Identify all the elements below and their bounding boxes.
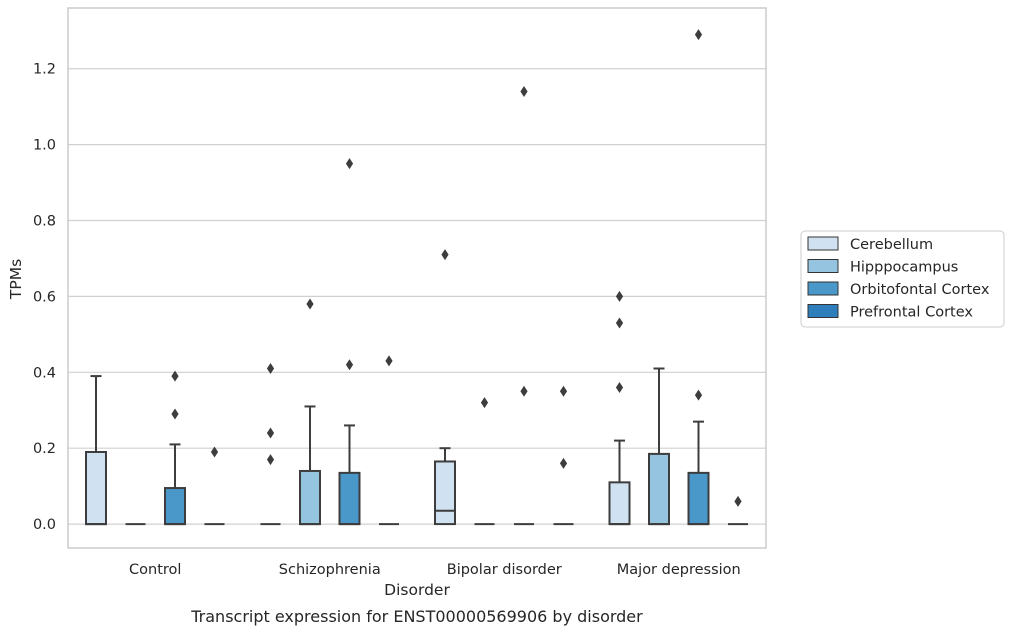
outlier-point [266,363,275,375]
box-group [514,85,534,526]
box-group [728,495,748,526]
outlier-point [615,381,624,393]
box [338,471,361,526]
outlier-point [694,389,703,401]
box-group [687,29,710,526]
outlier-point [266,454,275,466]
outlier-point [480,397,489,409]
outlier-point [171,408,179,420]
box [687,471,710,526]
box-group [204,446,225,526]
legend-swatch [807,236,839,251]
box [164,487,186,526]
outlier-point [266,427,275,439]
legend-frame [800,230,1005,328]
x-tick-label: Bipolar disorder [447,562,562,578]
legend-swatch [807,281,839,296]
outlier-point [306,298,314,310]
y-tick-label: 1.0 [33,138,56,154]
legend-swatch [807,259,839,273]
box [648,452,670,526]
box-group [434,249,456,526]
legend-label: Cerebellum [850,237,933,253]
outlier-point [615,317,624,329]
box [85,450,107,526]
outlier-point [559,457,568,469]
legend: Cerebellum Hipppocampus Orbitofontal Corte… [800,230,1005,328]
box [608,481,631,526]
chart-caption: Transcript expression for ENST0000056990… [190,607,643,626]
x-axis-ticks: Control Schizophrenia Bipolar disorder Majo… [129,562,741,578]
outlier-point [559,385,568,397]
outlier-point [615,290,624,302]
outlier-point [345,359,354,371]
outlier-point [171,370,179,382]
x-tick-label: Schizophrenia [279,562,381,578]
legend-label: Orbitofontal Cortex [850,282,990,298]
y-tick-label: 0.8 [33,214,56,230]
outlier-point [385,355,393,367]
box-group [85,375,107,526]
box [434,460,456,526]
y-tick-label: 0.6 [33,289,56,305]
outlier-point [734,495,742,507]
x-tick-label: Major depression [617,562,741,578]
box-group [608,290,631,526]
box-group [299,298,321,526]
outlier-point [210,446,219,458]
y-axis-title: TPMs [7,259,25,300]
outlier-point [520,85,528,97]
legend-label: Hipppocampus [850,260,958,276]
y-tick-label: 0.0 [33,517,56,533]
y-tick-label: 1.2 [33,62,56,78]
box-group [379,355,399,526]
box [299,469,321,526]
box-group [648,367,670,526]
box-plots [85,29,748,526]
outlier-point [694,29,703,41]
box-group [164,370,186,526]
outlier-point [441,249,449,261]
box-group [338,158,361,526]
box-group [260,363,281,526]
outlier-point [520,385,528,397]
plot-frame [67,7,767,549]
y-tick-label: 0.4 [33,365,56,381]
y-tick-label: 0.2 [33,441,56,457]
box-group [474,397,495,526]
legend-label: Prefrontal Cortex [850,305,973,321]
outlier-point [345,158,354,170]
x-axis-title: Disorder [384,581,450,599]
x-tick-label: Control [129,562,181,578]
legend-swatch [807,304,839,318]
y-axis-ticks: 0.0 0.2 0.4 0.6 0.8 1.0 1.2 [33,62,56,533]
box-group [553,385,574,526]
